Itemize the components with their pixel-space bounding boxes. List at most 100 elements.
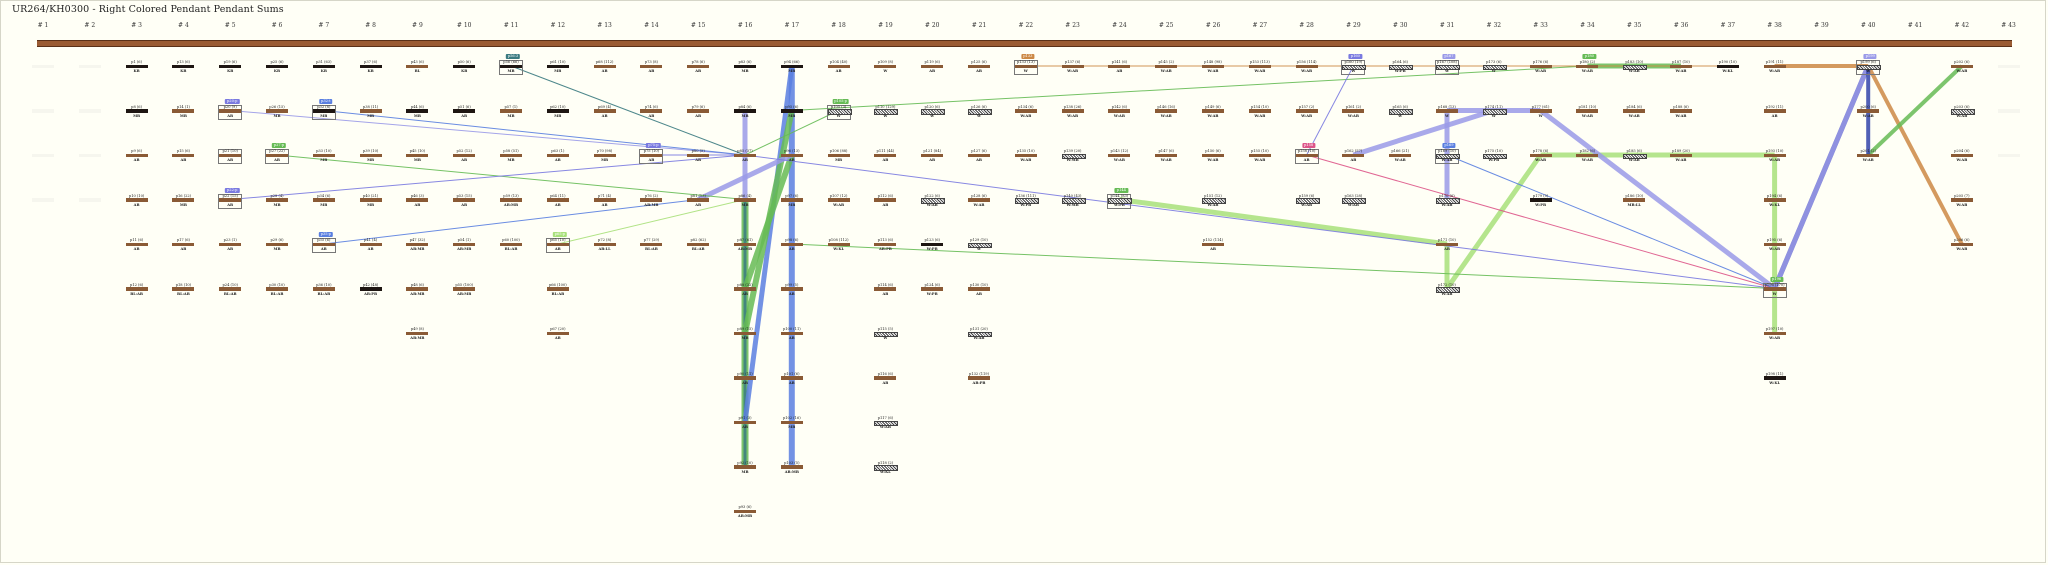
pendant-node[interactable]: p104 (40) AB xyxy=(827,60,851,86)
pendant-node[interactable]: p192 (11) AB xyxy=(1763,105,1787,131)
pendant-node[interactable]: p34 (6) MB xyxy=(312,194,336,220)
pendant-node[interactable]: p204 (6) W:AB xyxy=(1950,149,1974,175)
pendant-node[interactable]: p69 (4) AB xyxy=(593,105,617,131)
pendant-node[interactable]: p179 (5) W:PB xyxy=(1529,194,1553,220)
pendant-node[interactable]: p202 (6) W:AB xyxy=(1950,60,1974,86)
pendant-node[interactable] xyxy=(1997,60,2021,86)
pendant-node[interactable]: p65 (10) AB xyxy=(545,238,570,264)
pendant-node[interactable]: p164 (6) W:PB xyxy=(1388,60,1414,86)
pendant-node[interactable]: p81 (13) AB xyxy=(686,194,710,220)
pendant-node[interactable]: p9 (6) AB xyxy=(125,149,149,175)
pendant-node[interactable]: p152 (114) AB xyxy=(1201,238,1225,264)
pendant-node[interactable]: p196 (170) W xyxy=(1762,282,1787,309)
pendant-node[interactable]: p154 (10) W:AB xyxy=(1248,105,1272,131)
pendant-node[interactable]: p194 (6) W:KL xyxy=(1763,194,1787,220)
pendant-node[interactable]: p24 (10) BL:AB xyxy=(218,283,242,309)
pendant-node[interactable]: p125 (6) AB xyxy=(967,60,991,86)
pendant-node[interactable]: p193 (10) W:AB xyxy=(1763,149,1787,175)
pendant-node[interactable]: p128 (6) W:AB xyxy=(967,194,991,220)
pendant-node[interactable]: p86 (4) MB xyxy=(733,194,757,220)
pendant-node[interactable]: p105 (3) W xyxy=(826,104,852,131)
pendant-node[interactable] xyxy=(31,105,55,131)
pendant-node[interactable]: p205 (7) W:AB xyxy=(1950,194,1974,220)
pendant-node[interactable]: p28 (4) MB xyxy=(265,194,289,220)
pendant-node[interactable]: p61 (10) MB xyxy=(546,60,570,86)
pendant-node[interactable]: p91 (3) AB xyxy=(733,416,757,442)
pendant-node[interactable]: p98 (6) AB xyxy=(780,238,804,264)
pendant-node[interactable]: p44 (6) MB xyxy=(405,105,429,131)
pendant-node[interactable]: p195 (6) W:AB xyxy=(1763,238,1787,264)
pendant-node[interactable]: p162 (57) AB xyxy=(1341,149,1365,175)
pendant-node[interactable] xyxy=(31,149,55,175)
pendant-node[interactable]: p149 (6) W:AB xyxy=(1201,105,1225,131)
pendant-node[interactable]: p190 (10) W:KL xyxy=(1716,60,1740,86)
pendant-node[interactable]: p206 (6) W:AB xyxy=(1950,238,1974,264)
pendant-node[interactable]: p173 (6) W xyxy=(1482,60,1507,86)
pendant-node[interactable]: p88 (32) AB xyxy=(733,283,757,309)
pendant-node[interactable]: p189 (20) W:AB xyxy=(1669,149,1693,175)
pendant-node[interactable]: p116 (6) AB xyxy=(873,372,897,398)
pendant-node[interactable]: p60 (100) BL:AB xyxy=(499,238,523,264)
pendant-node[interactable]: p48 (6) AB:MB xyxy=(405,283,429,309)
pendant-node[interactable]: p92 (10) MB xyxy=(733,461,757,487)
pendant-node[interactable]: p71 (4) AB xyxy=(593,194,617,220)
pendant-node[interactable]: p151 (12) W:AB xyxy=(1201,194,1226,220)
pendant-node[interactable]: p93 (6) AB:MB xyxy=(733,505,757,531)
pendant-node[interactable]: p181 (10) W:AB xyxy=(1575,105,1599,131)
pendant-node[interactable]: p8 (6) MB xyxy=(125,105,149,131)
pendant-node[interactable]: p40 (21) MB xyxy=(359,194,383,220)
pendant-node[interactable]: p132 (119) AB:PB xyxy=(967,372,991,398)
pendant-node[interactable]: p144 (83) W:PB xyxy=(1107,193,1133,220)
pendant-node[interactable]: p145 (2) W:AB xyxy=(1154,60,1178,86)
pendant-node[interactable]: p46 (3) AB xyxy=(405,194,429,220)
pendant-node[interactable]: p197 (10) W:AB xyxy=(1763,327,1787,353)
pendant-node[interactable]: p55 (100) AB:MB xyxy=(452,283,476,309)
pendant-node[interactable]: p83 (6) MB xyxy=(733,60,757,86)
pendant-node[interactable]: p87 (61) AB:MB xyxy=(733,238,757,264)
pendant-node[interactable]: p27 (22) AB xyxy=(265,149,289,175)
pendant-node[interactable]: p155 (10) W:AB xyxy=(1248,149,1272,175)
pendant-node[interactable]: p187 (10) W:AB xyxy=(1669,60,1693,86)
pendant-node[interactable]: p118 (2) W:KL xyxy=(873,461,899,487)
pendant-node[interactable]: p129 (10) W xyxy=(967,238,992,264)
pendant-node[interactable]: p15 (6) AB xyxy=(171,149,195,175)
pendant-node[interactable]: p42 (48) AB:PB xyxy=(359,283,383,309)
pendant-node[interactable]: p64 (11) AB xyxy=(546,194,570,220)
pendant-node[interactable]: p76 (2) AB:MB xyxy=(639,194,663,220)
pendant-node[interactable]: p175 (10) W:PB xyxy=(1482,149,1507,175)
pendant-node[interactable]: p117 (6) W:AB xyxy=(873,416,899,442)
pendant-node[interactable]: p176 (6) W:AB xyxy=(1529,60,1553,86)
pendant-node[interactable]: p39 (10) MB xyxy=(359,149,383,175)
pendant-node[interactable]: p200 (6) W:AB xyxy=(1856,105,1880,131)
pendant-node[interactable]: p49 (8) AB:MB xyxy=(405,327,429,353)
pendant-node[interactable]: p124 (6) W:PB xyxy=(920,283,944,309)
pendant-node[interactable]: p182 (6) W:AB xyxy=(1575,149,1599,175)
pendant-node[interactable]: p137 (6) W:AB xyxy=(1061,60,1085,86)
pendant-node[interactable]: p172 (10) W:AB xyxy=(1435,283,1460,309)
pendant-node[interactable]: p106 (88) MB xyxy=(827,149,851,175)
pendant-node[interactable]: p1 (6) KB xyxy=(125,60,149,86)
pendant-node[interactable]: p53 (15) AB xyxy=(452,194,476,220)
pendant-node[interactable]: p19 (6) KB xyxy=(218,60,242,86)
pendant-node[interactable]: p161 (2) W:AB xyxy=(1341,105,1365,131)
pendant-node[interactable]: p167 (108) W xyxy=(1435,60,1460,86)
pendant-node[interactable]: p66 (100) BL:AB xyxy=(546,283,570,309)
pendant-node[interactable]: p95 (6) MB xyxy=(780,105,804,131)
pendant-node[interactable]: p183 (10) W:AB xyxy=(1622,60,1648,86)
pendant-node[interactable]: p188 (6) W:AB xyxy=(1669,105,1693,131)
pendant-node[interactable]: p18 (10) BL:AB xyxy=(171,283,195,309)
pendant-node[interactable]: p67 (20) AB xyxy=(546,327,570,353)
pendant-node[interactable]: p57 (1) MB xyxy=(499,105,523,131)
pendant-node[interactable]: p139 (20) W:MB xyxy=(1061,149,1086,175)
pendant-node[interactable]: p74 (6) AB xyxy=(639,105,663,131)
pendant-node[interactable]: p112 (6) AB xyxy=(873,194,897,220)
pendant-node[interactable]: p165 (6) W xyxy=(1388,105,1414,131)
pendant-node[interactable]: p130 (10) AB xyxy=(967,283,991,309)
pendant-node[interactable]: p38 (11) MB xyxy=(359,105,383,131)
pendant-node[interactable]: p110 (129) W xyxy=(873,105,899,131)
pendant-node[interactable]: p63 (1) AB xyxy=(546,149,570,175)
pendant-node[interactable]: p80 (5) AB xyxy=(686,149,710,175)
pendant-node[interactable]: p160 (19) W xyxy=(1341,60,1367,86)
pendant-node[interactable]: p70 (98) MB xyxy=(593,149,617,175)
pendant-node[interactable]: p29 (6) MB xyxy=(265,238,289,264)
